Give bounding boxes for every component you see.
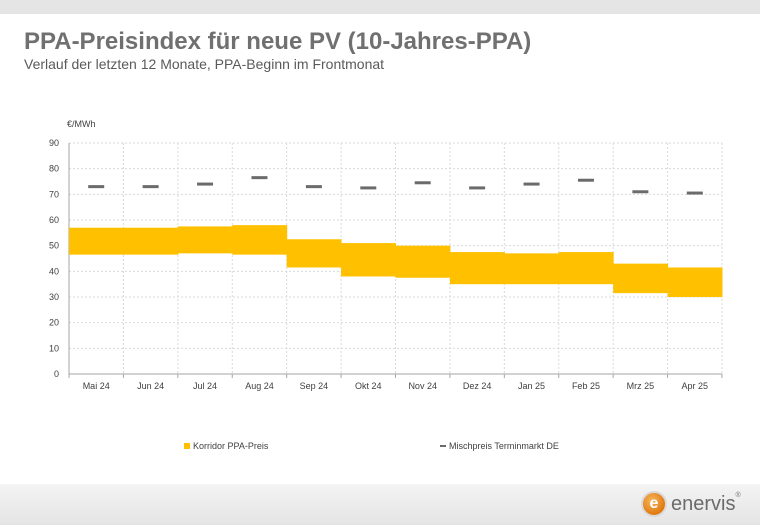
x-tick-label: Dez 24 [463, 381, 492, 391]
y-tick-label: 90 [49, 138, 59, 148]
footer-band [0, 484, 760, 525]
top-band [0, 0, 760, 14]
x-tick-label: Okt 24 [355, 381, 382, 391]
page-title: PPA-Preisindex für neue PV (10-Jahres-PP… [24, 28, 532, 55]
mix-price-marker [197, 182, 214, 186]
y-axis-unit-label: €/MWh [67, 119, 96, 129]
x-tick-label: Jun 24 [137, 381, 164, 391]
corridor-bar [69, 227, 124, 255]
x-tick-label: Jan 25 [518, 381, 545, 391]
y-tick-label: 30 [49, 292, 59, 302]
y-tick-label: 20 [49, 318, 59, 328]
y-tick-label: 50 [49, 241, 59, 251]
page-subtitle: Verlauf der letzten 12 Monate, PPA-Begin… [24, 56, 385, 72]
x-tick-label: Mrz 25 [627, 381, 655, 391]
corridor-bar [286, 239, 342, 268]
corridor-bar [232, 225, 288, 255]
mix-price-marker [632, 190, 649, 194]
corridor-bar [449, 252, 505, 285]
enervis-logo: e enervis ® [641, 488, 751, 520]
mix-price-marker [686, 191, 703, 195]
mix-price-marker [523, 182, 540, 186]
corridor-bar [395, 245, 451, 278]
x-tick-label: Nov 24 [408, 381, 437, 391]
legend-item-corridor: Korridor PPA-Preis [184, 441, 268, 451]
x-tick-label: Feb 25 [572, 381, 600, 391]
mix-price-marker [251, 176, 268, 180]
y-tick-label: 60 [49, 215, 59, 225]
ppa-price-chart: €/MWh 0 10 20 30 40 50 60 70 80 90 Mai 24 Jun 24 Jul… [49, 119, 723, 391]
x-tick-label: Jul 24 [193, 381, 217, 391]
y-tick-label: 80 [49, 164, 59, 174]
mix-price-marker [414, 181, 431, 185]
corridor-bar [177, 226, 233, 254]
y-tick-label: 40 [49, 266, 59, 276]
mix-price-marker [360, 186, 377, 190]
enervis-logo-mark: e [641, 491, 667, 517]
mix-price-marker [88, 185, 105, 189]
enervis-logo-text: enervis [671, 492, 736, 515]
legend-item-mix: Mischpreis Terminmarkt DE [440, 441, 559, 451]
legend-swatch-corridor [184, 443, 190, 449]
legend-label-mix: Mischpreis Terminmarkt DE [449, 441, 559, 451]
y-tick-label: 0 [54, 369, 59, 379]
corridor-bar [341, 243, 396, 277]
legend-label-corridor: Korridor PPA-Preis [193, 441, 269, 451]
x-tick-label: Mai 24 [83, 381, 110, 391]
corridor-bar [504, 253, 560, 285]
mix-price-marker [142, 185, 159, 189]
mix-price-marker [305, 185, 322, 189]
corridor-bar [558, 252, 614, 285]
mix-price-marker [577, 178, 594, 182]
mix-price-marker [469, 186, 486, 190]
y-tick-label: 70 [49, 189, 59, 199]
legend-swatch-mix [440, 445, 446, 447]
x-tick-label: Apr 25 [682, 381, 709, 391]
corridor-bar [123, 227, 179, 255]
registered-mark: ® [735, 492, 741, 499]
corridor-bar [667, 267, 723, 297]
x-tick-label: Aug 24 [245, 381, 274, 391]
corridor-bar [613, 263, 669, 294]
x-tick-label: Sep 24 [300, 381, 329, 391]
y-tick-label: 10 [49, 343, 59, 353]
